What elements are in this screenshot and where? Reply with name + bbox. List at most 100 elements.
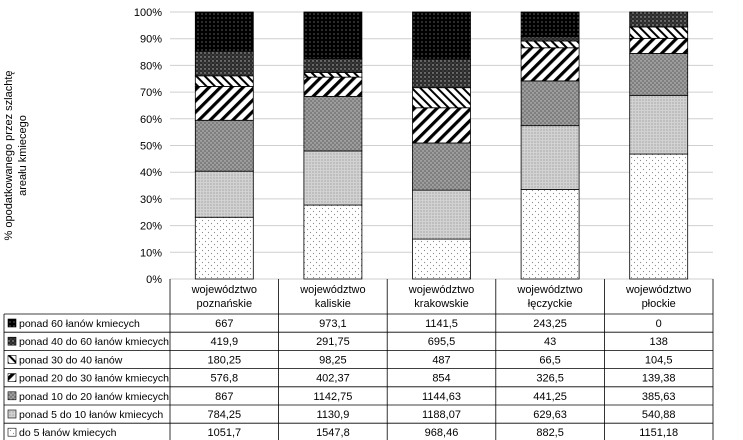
data-label: 419,9	[211, 336, 239, 348]
data-label: 1188,07	[422, 409, 461, 421]
bar-segment	[412, 11, 471, 60]
x-category-label: województwo	[408, 284, 474, 296]
bar-segment	[520, 47, 580, 82]
data-table: województwo poznańskie województwo kaliskie…	[3, 279, 714, 440]
x-category-label: kaliskie	[315, 298, 351, 310]
bar-segment	[194, 170, 254, 218]
x-category-label: płockie	[642, 298, 676, 310]
y-tick-label: 90%	[140, 34, 162, 46]
bars	[194, 11, 689, 280]
data-label: 667	[215, 318, 233, 330]
legend-label: do 5 łanów kmiecych	[19, 427, 117, 439]
y-tick-label: 100%	[134, 7, 162, 19]
x-category-label: województwo	[191, 284, 257, 296]
data-label: 867	[215, 391, 233, 403]
legend-label: ponad 40 do 60 łanów kmiecych	[19, 336, 169, 348]
bar-segment	[412, 107, 471, 144]
bar-segment	[303, 76, 363, 97]
x-category-label: województwo	[299, 284, 365, 296]
data-label: 243,25	[533, 318, 567, 330]
bar-segment	[412, 87, 471, 109]
data-label: 326,5	[536, 373, 564, 385]
bar-segment	[412, 142, 471, 191]
data-label: 695,5	[428, 336, 456, 348]
data-label: 66,5	[539, 354, 560, 366]
data-label: 487	[432, 354, 450, 366]
data-label: 0	[656, 318, 662, 330]
data-label: 1142,75	[313, 391, 352, 403]
x-category-label: łęczyckie	[528, 298, 573, 310]
bar-segment	[629, 37, 689, 54]
data-label: 139,38	[642, 373, 676, 385]
bar-segment	[520, 11, 580, 38]
legend-swatch	[7, 409, 17, 419]
bar-segment	[303, 72, 363, 78]
bar-segment	[194, 50, 254, 77]
x-category-label: poznańskie	[196, 298, 252, 310]
bar-segment	[629, 26, 689, 39]
data-label: 882,5	[536, 427, 564, 439]
bar-segment	[520, 125, 580, 190]
y-tick-label: 60%	[140, 114, 162, 126]
bar-segment	[520, 36, 580, 42]
bar-segment	[194, 86, 254, 121]
bar-segment	[303, 150, 363, 206]
x-category-label: krakowskie	[414, 298, 468, 310]
bar-segment	[412, 238, 471, 280]
data-label: 540,88	[642, 409, 676, 421]
bar-segment	[194, 216, 254, 280]
data-label: 1141,5	[425, 318, 458, 330]
legend-swatch	[7, 427, 17, 437]
legend-swatch	[7, 391, 17, 401]
data-label: 385,63	[642, 391, 676, 403]
data-label: 104,5	[645, 354, 673, 366]
bar-segment	[520, 189, 580, 280]
bar-segment	[520, 80, 580, 127]
legend-label: ponad 20 do 30 łanów kmiecych	[19, 373, 169, 385]
data-label: 138	[650, 336, 668, 348]
bar-segment	[629, 11, 689, 28]
x-category-label: województwo	[516, 284, 582, 296]
y-tick-label: 30%	[140, 194, 162, 206]
x-category-label: województwo	[625, 284, 691, 296]
data-label: 854	[432, 373, 450, 385]
legend-swatch	[7, 373, 17, 382]
y-tick-label: 20%	[140, 221, 162, 233]
data-label: 968,46	[425, 427, 459, 439]
data-label: 1144,63	[422, 391, 461, 403]
data-label: 629,63	[533, 409, 567, 421]
data-label: 291,75	[316, 336, 350, 348]
bar-segment	[629, 94, 689, 155]
legend-label: ponad 10 do 20 łanów kmiecych	[19, 391, 169, 403]
y-tick-label: 70%	[140, 87, 162, 99]
bar-segment	[194, 75, 254, 87]
data-label: 784,25	[207, 409, 241, 421]
legend-swatch	[7, 355, 17, 364]
data-label: 1130,9	[316, 409, 349, 421]
bar-segment	[194, 119, 254, 172]
bar-segment	[303, 11, 363, 59]
data-label: 43	[544, 336, 556, 348]
y-tick-label: 0%	[146, 274, 162, 286]
legend-label: ponad 5 do 10 łanów kmiecych	[19, 409, 163, 421]
data-label: 1547,8	[316, 427, 350, 439]
y-axis-label: % opodatkowanego przez szlachtę	[3, 71, 15, 241]
data-label: 402,37	[316, 373, 350, 385]
bar-segment	[629, 53, 689, 96]
bar-segment	[303, 204, 363, 280]
data-label: 973,1	[319, 318, 347, 330]
y-tick-label: 80%	[140, 60, 162, 72]
bar-segment	[412, 58, 471, 89]
legend-label: ponad 60 łanów kmiecych	[19, 318, 140, 330]
bar-segment	[412, 189, 471, 240]
data-label: 1051,7	[207, 427, 241, 439]
bar-segment	[194, 11, 254, 52]
data-label: 1151,18	[639, 427, 678, 439]
legend-swatch	[7, 318, 17, 328]
y-tick-labels: 0% 10% 20% 30% 40% 50% 60% 70% 80% 90% 100%	[134, 7, 162, 286]
data-label: 98,25	[319, 354, 347, 366]
y-tick-label: 40%	[140, 167, 162, 179]
bar-segment	[303, 58, 363, 73]
data-label: 576,8	[211, 373, 239, 385]
